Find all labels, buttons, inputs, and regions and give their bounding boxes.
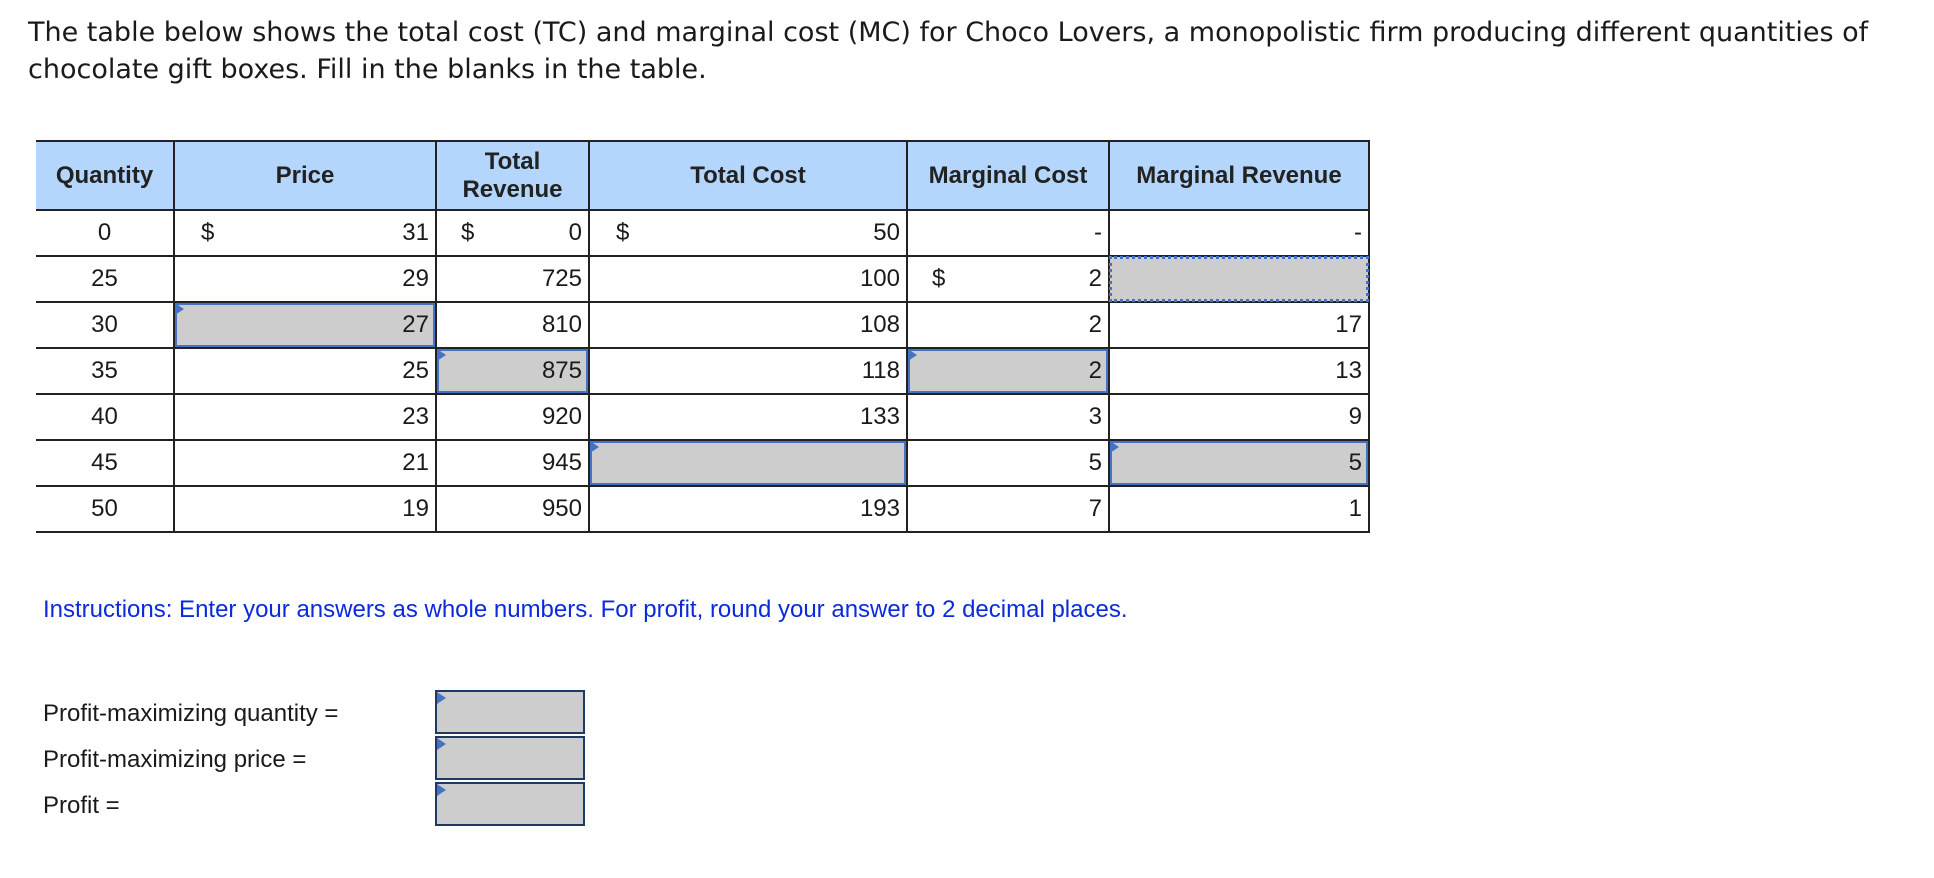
marginal-cost-cell: - xyxy=(906,210,1110,257)
profit-input[interactable] xyxy=(435,782,585,826)
table-header-row: Quantity Price Total Revenue Total Cost … xyxy=(36,140,1370,211)
marginal-revenue-cell: 9 xyxy=(1108,394,1370,441)
total-cost-cell: $50 xyxy=(588,210,908,257)
price-value: 31 xyxy=(402,219,429,246)
quantity-cell: 50 xyxy=(36,486,175,533)
marginal-cost-cell: 3 xyxy=(906,394,1110,441)
table-row: 45 21 945 5 5 xyxy=(36,440,1370,487)
quantity-cell: 25 xyxy=(36,256,175,303)
profit-label: Profit = xyxy=(43,792,120,819)
profit-row: Profit = xyxy=(43,782,603,828)
price-cell: $31 xyxy=(173,210,437,257)
quantity-cell: 45 xyxy=(36,440,175,487)
header-marginal-cost: Marginal Cost xyxy=(906,140,1110,211)
marginal-cost-cell: 5 xyxy=(906,440,1110,487)
marginal-revenue-cell: 17 xyxy=(1108,302,1370,349)
currency-symbol: $ xyxy=(461,219,475,246)
total-cost-value: 50 xyxy=(873,219,900,246)
quantity-cell: 0 xyxy=(36,210,175,257)
total-cost-cell: 118 xyxy=(588,348,908,395)
marginal-revenue-cell: 13 xyxy=(1108,348,1370,395)
cost-revenue-table: Quantity Price Total Revenue Total Cost … xyxy=(36,140,1370,533)
marginal-cost-cell: 7 xyxy=(906,486,1110,533)
total-revenue-cell: 725 xyxy=(435,256,590,303)
header-quantity: Quantity xyxy=(36,140,175,211)
table-row: 40 23 920 133 3 9 xyxy=(36,394,1370,441)
currency-symbol: $ xyxy=(201,219,215,246)
marginal-cost-cell: 2 xyxy=(906,302,1110,349)
price-cell: 19 xyxy=(173,486,437,533)
header-total-cost: Total Cost xyxy=(588,140,908,211)
table-row: 50 19 950 193 7 1 xyxy=(36,486,1370,533)
profit-max-price-input[interactable] xyxy=(435,736,585,780)
marginal-revenue-input[interactable] xyxy=(1108,256,1370,303)
price-cell: 23 xyxy=(173,394,437,441)
currency-symbol: $ xyxy=(616,219,630,246)
total-cost-cell: 100 xyxy=(588,256,908,303)
total-revenue-input[interactable]: 875 xyxy=(435,348,590,395)
quantity-cell: 30 xyxy=(36,302,175,349)
profit-max-quantity-label: Profit-maximizing quantity = xyxy=(43,700,339,727)
price-cell: 25 xyxy=(173,348,437,395)
total-revenue-cell: 810 xyxy=(435,302,590,349)
price-input[interactable]: 27 xyxy=(173,302,437,349)
price-cell: 29 xyxy=(173,256,437,303)
profit-max-price-row: Profit-maximizing price = xyxy=(43,736,603,782)
total-revenue-cell: $0 xyxy=(435,210,590,257)
total-revenue-cell: 950 xyxy=(435,486,590,533)
table-row: 25 29 725 100 $2 xyxy=(36,256,1370,303)
total-revenue-cell: 945 xyxy=(435,440,590,487)
question-text: The table below shows the total cost (TC… xyxy=(28,17,1869,85)
total-cost-cell: 108 xyxy=(588,302,908,349)
quantity-cell: 40 xyxy=(36,394,175,441)
header-total-revenue: Total Revenue xyxy=(435,140,590,211)
profit-max-quantity-row: Profit-maximizing quantity = xyxy=(43,690,603,736)
marginal-revenue-cell: - xyxy=(1108,210,1370,257)
total-cost-cell: 133 xyxy=(588,394,908,441)
marginal-cost-value: 2 xyxy=(1088,265,1102,292)
price-cell: 21 xyxy=(173,440,437,487)
instructions-text: Instructions: Enter your answers as whol… xyxy=(43,596,1128,623)
profit-max-price-label: Profit-maximizing price = xyxy=(43,746,307,773)
header-marginal-revenue: Marginal Revenue xyxy=(1108,140,1370,211)
total-revenue-cell: 920 xyxy=(435,394,590,441)
total-cost-cell: 193 xyxy=(588,486,908,533)
total-revenue-value: 0 xyxy=(568,219,582,246)
profit-max-quantity-input[interactable] xyxy=(435,690,585,734)
currency-symbol: $ xyxy=(932,265,946,292)
header-price: Price xyxy=(173,140,437,211)
marginal-cost-cell: $2 xyxy=(906,256,1110,303)
quantity-cell: 35 xyxy=(36,348,175,395)
table-row: 0 $31 $0 $50 - - xyxy=(36,210,1370,257)
table-row: 30 27 810 108 2 17 xyxy=(36,302,1370,349)
table-row: 35 25 875 118 2 13 xyxy=(36,348,1370,395)
marginal-revenue-cell: 1 xyxy=(1108,486,1370,533)
total-cost-input[interactable] xyxy=(588,440,908,487)
answer-section: Profit-maximizing quantity = Profit-maxi… xyxy=(43,690,603,828)
marginal-cost-input[interactable]: 2 xyxy=(906,348,1110,395)
marginal-revenue-input[interactable]: 5 xyxy=(1108,440,1370,487)
